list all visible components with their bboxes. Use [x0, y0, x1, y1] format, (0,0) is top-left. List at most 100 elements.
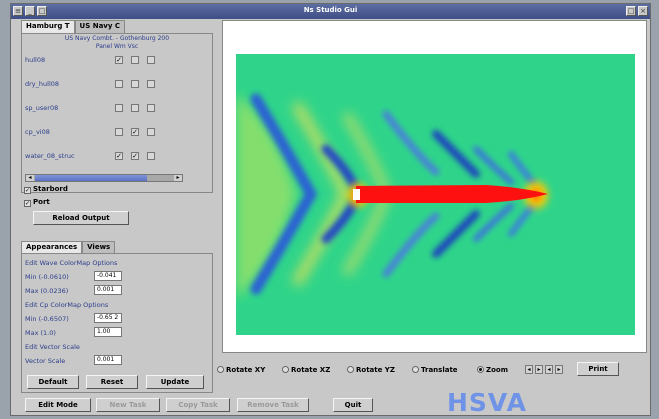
row-label: hull08: [25, 56, 46, 64]
right-arrow-icon[interactable]: ▸: [555, 365, 563, 374]
main-window: ≡ _ □ Ns Studio Gui □ × Hamburg T US Nav…: [10, 3, 651, 416]
cp-max-field[interactable]: 1.00: [94, 327, 122, 337]
wave-colormap-header: Edit Wave ColorMap Options: [25, 259, 118, 267]
radio-label: Translate: [421, 366, 458, 374]
output-panel: US Navy Combt. - Gothenburg 200 Panel Wm…: [21, 33, 213, 193]
list-item: water_08_struc ✓ ✓: [25, 150, 160, 162]
cp-colormap-header: Edit Cp ColorMap Options: [25, 301, 109, 309]
row-checkbox[interactable]: ✓: [131, 128, 139, 136]
radio-rotate-xz[interactable]: Rotate XZ: [282, 366, 330, 374]
wave-min-label: Min (-0.0610): [25, 273, 69, 281]
radio-icon: [412, 366, 419, 373]
close-icon[interactable]: ×: [638, 6, 648, 16]
vector-scale-field[interactable]: 0.001: [94, 355, 122, 365]
window-title: Ns Studio Gui: [303, 6, 358, 14]
tab-appearances[interactable]: Appearances: [21, 241, 83, 254]
print-button[interactable]: Print: [577, 362, 619, 376]
radio-translate[interactable]: Translate: [412, 366, 458, 374]
list-item: dry_hull08: [25, 78, 160, 90]
row-checkbox[interactable]: [115, 128, 123, 136]
row-checkbox[interactable]: [131, 104, 139, 112]
hsva-logo: HSVA: [447, 388, 527, 417]
row-label: sp_user08: [25, 104, 59, 112]
tab-us-navy[interactable]: US Navy C: [74, 20, 125, 33]
row-checkbox[interactable]: ✓: [115, 152, 123, 160]
row-checkbox[interactable]: [131, 56, 139, 64]
left-arrow-icon[interactable]: ◂: [525, 365, 533, 374]
window-menu-icon[interactable]: ≡: [13, 6, 23, 16]
scroll-left-icon[interactable]: ◂: [26, 175, 34, 181]
row-label: water_08_struc: [25, 152, 75, 160]
row-checkbox[interactable]: [147, 56, 155, 64]
radio-icon: [347, 366, 354, 373]
starboard-checkbox[interactable]: ✓ Starbord: [24, 185, 68, 196]
radio-rotate-xy[interactable]: Rotate XY: [217, 366, 265, 374]
remove-task-button[interactable]: Remove Task: [237, 398, 309, 412]
default-button[interactable]: Default: [27, 375, 79, 389]
restore-icon[interactable]: □: [626, 6, 636, 16]
maximize-icon[interactable]: □: [37, 6, 47, 16]
appearance-options: Edit Wave ColorMap Options Min (-0.0610)…: [21, 253, 213, 393]
radio-label: Rotate XZ: [291, 366, 331, 374]
wave-max-field[interactable]: 0.001: [94, 285, 122, 295]
radio-zoom[interactable]: Zoom: [477, 366, 508, 374]
row-checkbox[interactable]: [115, 80, 123, 88]
row-label: cp_vi08: [25, 128, 50, 136]
check-icon: ✓: [24, 200, 31, 207]
row-checkbox[interactable]: ✓: [115, 56, 123, 64]
left-arrow-icon[interactable]: ◂: [545, 365, 553, 374]
vector-scale-header: Edit Vector Scale: [25, 343, 80, 351]
reload-output-button[interactable]: Reload Output: [33, 211, 129, 225]
radio-selected-icon: [477, 366, 484, 373]
update-button[interactable]: Update: [146, 375, 204, 389]
wave-min-field[interactable]: -0.041: [94, 271, 122, 281]
wave-max-label: Max (0.0236): [25, 287, 69, 295]
port-checkbox[interactable]: ✓ Port: [24, 198, 50, 209]
appearance-tabs: Appearances Views: [21, 241, 116, 254]
right-arrow-icon[interactable]: ▸: [535, 365, 543, 374]
tab-hamburg[interactable]: Hamburg T: [21, 20, 75, 33]
copy-task-button[interactable]: Copy Task: [166, 398, 230, 412]
row-checkbox[interactable]: [131, 80, 139, 88]
cp-min-label: Min (-0.6507): [25, 315, 69, 323]
cp-min-field[interactable]: -0.65 2: [94, 313, 122, 323]
row-checkbox[interactable]: [115, 104, 123, 112]
reset-button[interactable]: Reset: [86, 375, 138, 389]
row-checkbox[interactable]: ✓: [131, 152, 139, 160]
wave-field-plot[interactable]: [236, 54, 635, 335]
cp-max-label: Max (1.0): [25, 329, 56, 337]
tab-views[interactable]: Views: [82, 241, 116, 254]
radio-label: Rotate XY: [226, 366, 266, 374]
panel-subtitle: Panel Wm Vsc: [95, 43, 139, 50]
check-icon: ✓: [24, 187, 31, 194]
horizontal-scrollbar[interactable]: ◂ ▸: [25, 174, 183, 182]
task-tabs: Hamburg T US Navy C: [21, 20, 125, 33]
starboard-label: Starbord: [33, 185, 68, 193]
scroll-right-icon[interactable]: ▸: [174, 175, 182, 181]
radio-rotate-yz[interactable]: Rotate YZ: [347, 366, 395, 374]
radio-icon: [217, 366, 224, 373]
port-label: Port: [33, 198, 50, 206]
ship-hull: [356, 185, 548, 203]
control-panel: Hamburg T US Navy C US Navy Combt. - Got…: [21, 20, 216, 393]
radio-icon: [282, 366, 289, 373]
viewer-canvas[interactable]: [222, 20, 647, 353]
radio-label: Rotate YZ: [356, 366, 395, 374]
radio-label: Zoom: [486, 366, 508, 374]
transom: [353, 189, 360, 200]
row-checkbox[interactable]: [147, 128, 155, 136]
row-checkbox[interactable]: [147, 104, 155, 112]
list-item: hull08 ✓: [25, 54, 160, 66]
title-bar: ≡ _ □ Ns Studio Gui □ ×: [11, 4, 650, 19]
scroll-thumb[interactable]: [35, 175, 147, 181]
quit-button[interactable]: Quit: [333, 398, 373, 412]
row-label: dry_hull08: [25, 80, 60, 88]
row-checkbox[interactable]: [147, 152, 155, 160]
minimize-icon[interactable]: _: [25, 6, 35, 16]
row-checkbox[interactable]: [147, 80, 155, 88]
vector-scale-label: Vector Scale: [25, 357, 66, 365]
edit-mode-button[interactable]: Edit Mode: [25, 398, 91, 412]
panel-title: US Navy Combt. - Gothenburg 200: [64, 35, 170, 42]
new-task-button[interactable]: New Task: [96, 398, 160, 412]
list-item: sp_user08: [25, 102, 160, 114]
